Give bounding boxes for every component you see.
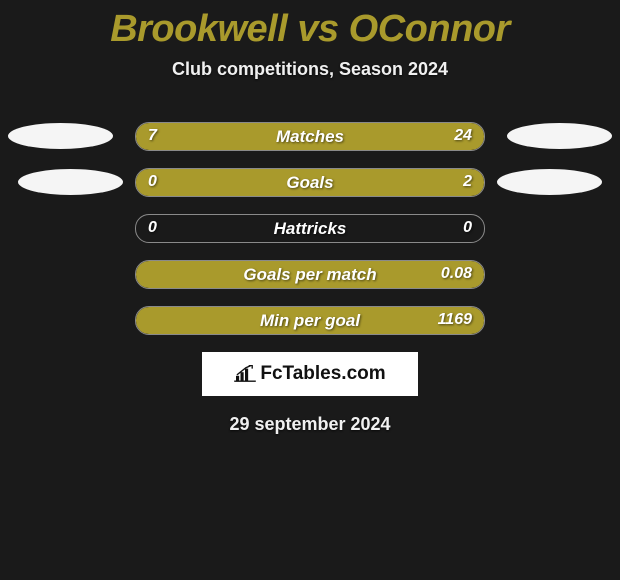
subtitle: Club competitions, Season 2024 xyxy=(0,59,620,80)
stat-row: Matches724 xyxy=(0,122,620,151)
stat-bar: Goals02 xyxy=(135,168,485,197)
left-player-icon xyxy=(18,169,123,195)
stat-row: Goals02 xyxy=(0,168,620,197)
logo-text: FcTables.com xyxy=(260,363,385,385)
bar-fill-left xyxy=(136,123,215,150)
stat-bar: Min per goal1169 xyxy=(135,306,485,335)
stat-left-value: 0 xyxy=(148,219,157,237)
fctables-logo-link[interactable]: FcTables.com xyxy=(202,352,418,396)
bar-fill xyxy=(136,261,484,288)
date-label: 29 september 2024 xyxy=(0,414,620,435)
stat-row: Hattricks0 0 xyxy=(0,214,620,243)
right-player-icon xyxy=(497,169,602,195)
bar-fill-right xyxy=(136,169,484,196)
stats-rows: Matches724 Goals02 Hattricks0 0 Goals per ma… xyxy=(0,122,620,335)
stat-row: Goals per match0.08 xyxy=(0,260,620,289)
left-player-icon xyxy=(8,123,113,149)
bar-fill xyxy=(136,307,484,334)
stat-bar: Matches724 xyxy=(135,122,485,151)
stat-row: Min per goal1169 xyxy=(0,306,620,335)
stat-right-value: 0 xyxy=(463,219,472,237)
stat-bar: Goals per match0.08 xyxy=(135,260,485,289)
page-title: Brookwell vs OConnor xyxy=(0,0,620,51)
right-player-icon xyxy=(507,123,612,149)
stat-bar: Hattricks0 0 xyxy=(135,214,485,243)
bar-fill-right xyxy=(215,123,484,150)
bar-chart-icon xyxy=(234,365,256,383)
stat-label: Hattricks xyxy=(136,219,484,239)
